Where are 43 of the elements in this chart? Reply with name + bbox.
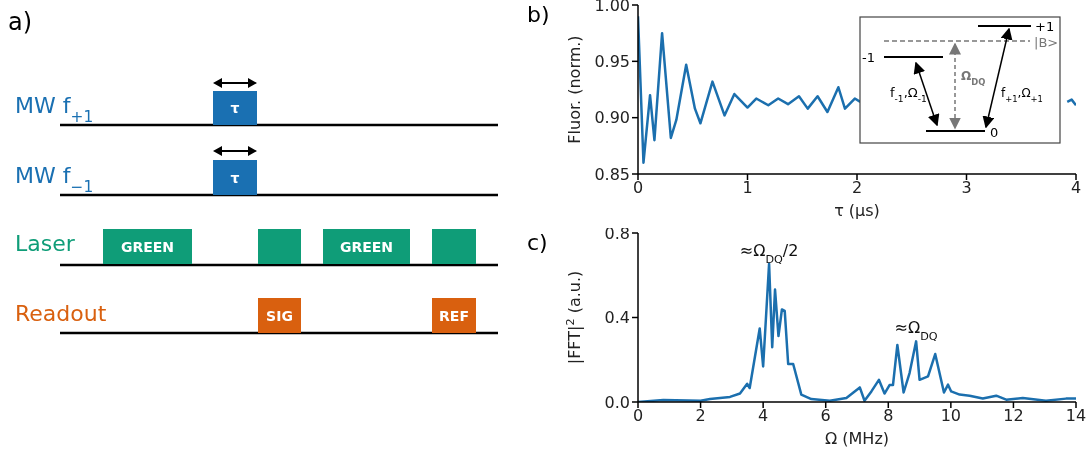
annotation: -1 bbox=[862, 50, 875, 65]
text: Readout bbox=[15, 301, 107, 326]
text: Laser bbox=[15, 231, 76, 256]
annotation: ≈Ω$_{DQ}$/2 bbox=[739, 240, 799, 266]
text: a) bbox=[8, 8, 33, 36]
x-tick-label: 2 bbox=[851, 178, 863, 198]
annotation: ≈Ω$_{DQ}$ bbox=[894, 318, 938, 343]
x-tick-label: 1 bbox=[742, 178, 753, 198]
annotation: +1 bbox=[1035, 19, 1055, 34]
text: τ bbox=[230, 100, 240, 116]
x-tick-label: 12 bbox=[1003, 406, 1024, 426]
x-tick-label: 4 bbox=[1070, 178, 1082, 198]
x-tick-label: 6 bbox=[820, 406, 831, 426]
text: GREEN bbox=[339, 238, 394, 255]
annotation: Ω$_{DQ}$ bbox=[961, 69, 986, 87]
annotation: |B> bbox=[1034, 35, 1059, 50]
y-axis-title: Fluor. (norm.) bbox=[565, 35, 584, 144]
text: GREEN bbox=[120, 238, 175, 255]
annotation: f$_{+1}$,Ω$_{+1}$ bbox=[1001, 86, 1043, 104]
chart-title: b) bbox=[527, 2, 550, 27]
y-tick-label: 0.85 bbox=[594, 164, 630, 184]
text: SIG bbox=[266, 307, 293, 324]
x-tick-label: 3 bbox=[961, 178, 972, 198]
x-axis-title: τ (μs) bbox=[834, 201, 880, 220]
y-tick-label: 0.0 bbox=[604, 392, 630, 412]
x-tick-label: 8 bbox=[883, 406, 894, 426]
x-tick-label: 4 bbox=[758, 406, 769, 426]
text: REF bbox=[439, 307, 469, 324]
y-tick-label: 0.4 bbox=[604, 308, 630, 328]
y-tick-label: 0.90 bbox=[594, 108, 630, 128]
x-tick-label: 0 bbox=[632, 406, 644, 426]
x-tick-label: 14 bbox=[1065, 406, 1087, 426]
x-tick-label: 10 bbox=[940, 406, 962, 426]
annotation: f$_{-1}$,Ω$_{-1}$ bbox=[890, 85, 927, 104]
x-tick-label: 0 bbox=[632, 178, 644, 198]
text: MW f$_{+1}$ bbox=[15, 93, 94, 126]
text: τ bbox=[230, 169, 240, 186]
annotation: 0 bbox=[990, 125, 999, 140]
x-axis-title: Ω (MHz) bbox=[824, 429, 890, 448]
x-tick-label: 2 bbox=[695, 406, 706, 426]
text: MW f$_{−1}$ bbox=[15, 163, 94, 196]
chart-title: c) bbox=[527, 230, 548, 255]
y-tick-label: 0.95 bbox=[594, 52, 630, 72]
